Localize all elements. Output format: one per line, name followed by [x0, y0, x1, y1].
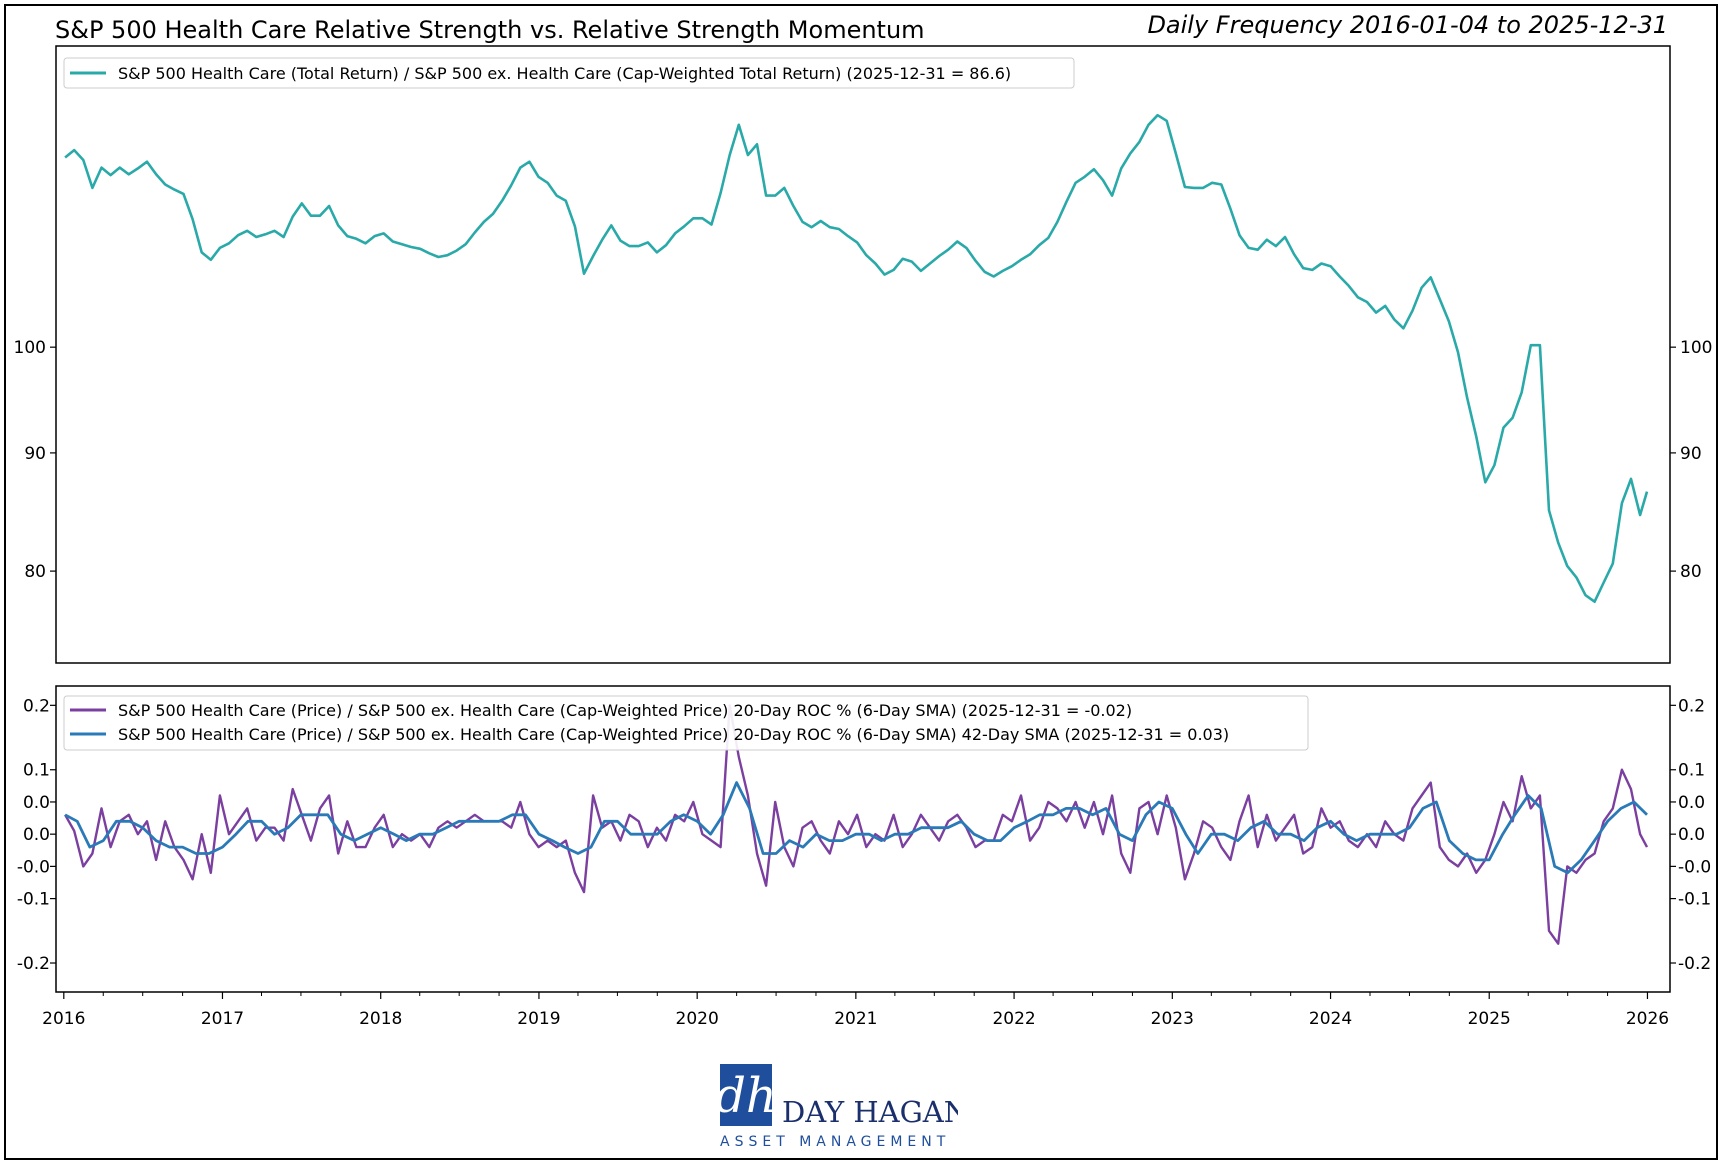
x-tick-label: 2017 [201, 1009, 244, 1029]
momentum-panel: 0.2 0.2 0.1 0.1 0.0 0.0 0.0 0.0 -0.0 -0.0 -0.1 -0.1… [17, 685, 1711, 1029]
bottom-y-tick-label-left: 0.0 [23, 825, 50, 845]
logo-wordmark: DAY HAGAN [782, 1095, 958, 1129]
x-tick-label: 2019 [517, 1009, 560, 1029]
logo-tagline: ASSET MANAGEMENT [720, 1134, 950, 1150]
bottom-y-tick-label-left: 0.1 [23, 761, 50, 781]
logo-monogram-box [720, 1064, 772, 1126]
roc-sma-series-line [64, 781, 1648, 875]
top-y-tick-label-right: 100 [1680, 338, 1712, 358]
logo-monogram: dh [718, 1068, 777, 1124]
top-y-tick-label-left: 100 [14, 338, 46, 358]
x-tick-label: 2023 [1151, 1009, 1194, 1029]
bottom-y-tick-label-left: 0.0 [23, 793, 50, 813]
top-plot-area [55, 45, 1671, 664]
bottom-y-tick-label-left: 0.2 [23, 696, 50, 716]
bottom-y-axis: 0.2 0.2 0.1 0.1 0.0 0.0 0.0 0.0 -0.0 -0.0 -0.1 -0.1… [17, 696, 1711, 974]
chart-frame [4, 4, 1718, 1160]
top-legend-box [63, 57, 1075, 89]
top-y-tick-label-left: 80 [24, 562, 46, 582]
chart-title: S&P 500 Health Care Relative Strength vs… [55, 16, 925, 44]
legend-label-roc: S&P 500 Health Care (Price) / S&P 500 ex… [118, 701, 1132, 720]
bottom-y-tick-label-right: -0.1 [1678, 890, 1711, 910]
top-legend: S&P 500 Health Care (Total Return) / S&P… [63, 57, 1075, 89]
day-hagan-logo: dh DAY HAGAN ASSET MANAGEMENT [718, 1064, 958, 1150]
bottom-legend: S&P 500 Health Care (Price) / S&P 500 ex… [63, 695, 1309, 751]
top-y-tick-label-right: 90 [1680, 444, 1702, 464]
x-tick-label: 2020 [676, 1009, 719, 1029]
bottom-legend-box [63, 695, 1309, 751]
x-axis: 2016 2017 2018 2019 2020 2021 2022 2023 2024 2025… [42, 992, 1669, 1029]
x-tick-label: 2016 [42, 1009, 85, 1029]
bottom-y-tick-label-right: 0.1 [1678, 761, 1705, 781]
x-tick-label: 2022 [992, 1009, 1035, 1029]
x-tick-label: 2025 [1468, 1009, 1511, 1029]
legend-label-relative-strength: S&P 500 Health Care (Total Return) / S&P… [118, 64, 1011, 83]
bottom-y-tick-label-left: -0.0 [17, 857, 50, 877]
top-y-tick-label-left: 90 [24, 444, 46, 464]
x-tick-label: 2026 [1626, 1009, 1669, 1029]
bottom-y-tick-label-left: -0.1 [17, 890, 50, 910]
top-y-axis: 80 80 90 90 100 100 [14, 338, 1713, 582]
x-tick-label: 2021 [834, 1009, 877, 1029]
roc-series-line [64, 704, 1649, 945]
top-y-tick-label-right: 80 [1680, 562, 1702, 582]
bottom-y-tick-label-right: 0.0 [1678, 793, 1705, 813]
bottom-y-tick-label-right: 0.0 [1678, 825, 1705, 845]
x-tick-label: 2024 [1309, 1009, 1352, 1029]
bottom-y-tick-label-right: -0.0 [1678, 857, 1711, 877]
chart-subtitle: Daily Frequency 2016-01-04 to 2025-12-31 [1147, 11, 1668, 39]
bottom-y-tick-label-right: 0.2 [1678, 696, 1705, 716]
legend-label-roc-sma: S&P 500 Health Care (Price) / S&P 500 ex… [118, 725, 1229, 744]
bottom-y-tick-label-left: -0.2 [17, 954, 50, 974]
bottom-y-tick-label-right: -0.2 [1678, 954, 1711, 974]
relative-strength-panel: 80 80 90 90 100 100 S&P 500 Health Care (Tota… [14, 45, 1713, 664]
relative-strength-series-line [64, 113, 1649, 603]
x-tick-label: 2018 [359, 1009, 402, 1029]
bottom-plot-area [55, 685, 1671, 993]
